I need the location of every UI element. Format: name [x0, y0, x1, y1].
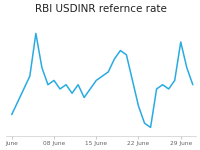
Title: RBI USDINR refernce rate: RBI USDINR refernce rate [35, 4, 167, 14]
